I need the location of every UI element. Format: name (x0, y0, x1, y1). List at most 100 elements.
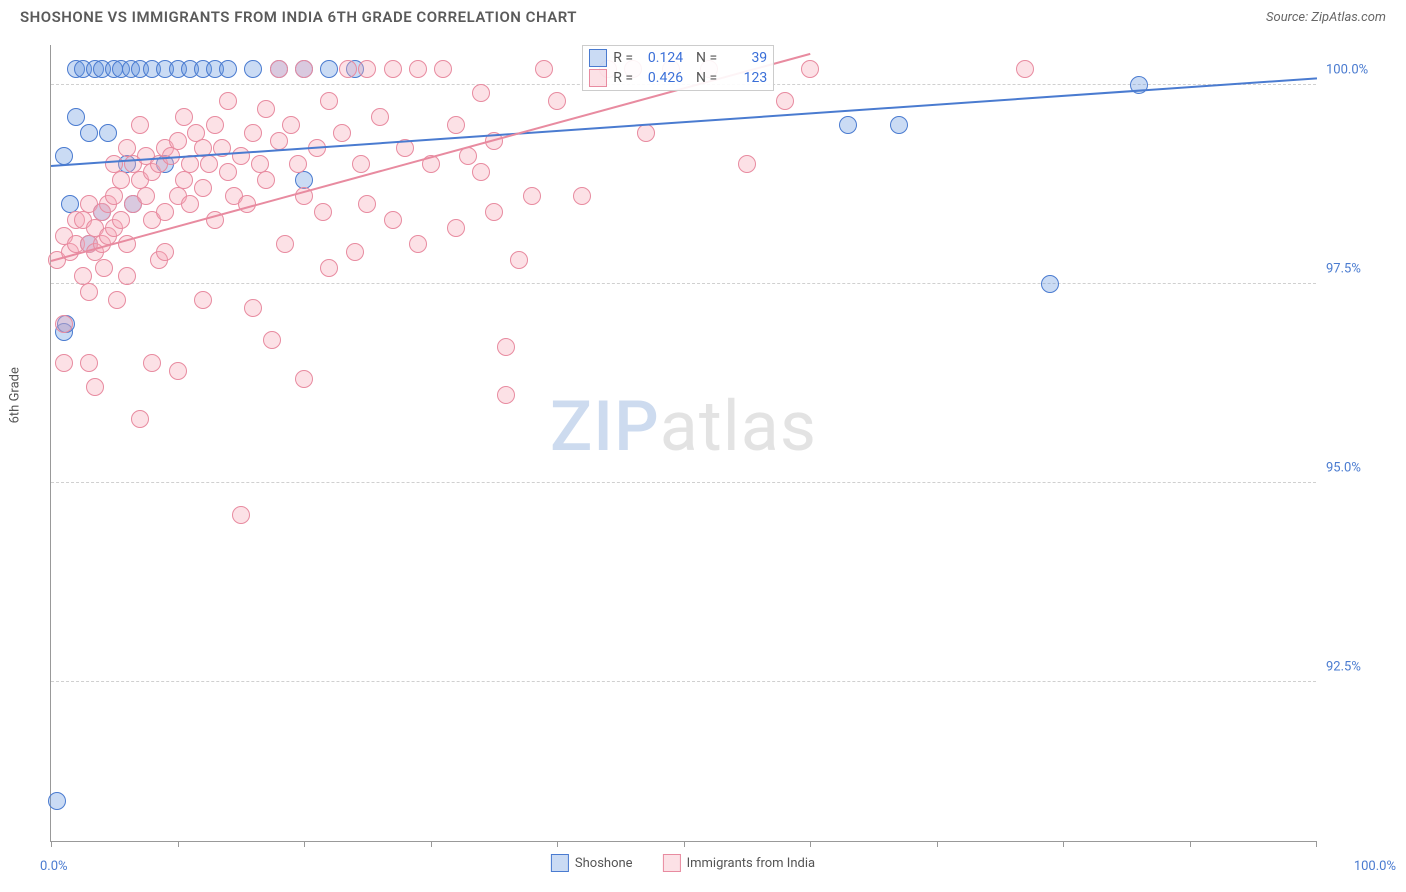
data-point (270, 132, 288, 150)
data-point (232, 506, 250, 524)
data-point (276, 235, 294, 253)
watermark: ZIPatlas (550, 386, 817, 468)
data-point (295, 60, 313, 78)
legend-swatch (551, 854, 569, 872)
stat-n-value: 123 (723, 70, 767, 86)
watermark-zip: ZIP (550, 386, 660, 468)
data-point (801, 60, 819, 78)
data-point (156, 203, 174, 221)
stats-row: R =0.426 N =123 (585, 68, 771, 88)
data-point (67, 108, 85, 126)
data-point (320, 60, 338, 78)
gridline (51, 681, 1316, 682)
data-point (447, 116, 465, 134)
xaxis-max-label: 100.0% (1354, 859, 1396, 874)
data-point (497, 338, 515, 356)
xtick (557, 841, 558, 847)
data-point (257, 100, 275, 118)
gridline (51, 482, 1316, 483)
data-point (320, 259, 338, 277)
stat-n-label: N = (689, 50, 717, 66)
data-point (263, 331, 281, 349)
xtick (178, 841, 179, 847)
stat-n-label: N = (689, 70, 717, 86)
data-point (181, 195, 199, 213)
data-point (890, 116, 908, 134)
data-point (497, 386, 515, 404)
legend-label: Shoshone (575, 856, 633, 871)
legend-label: Immigrants from India (687, 856, 816, 871)
data-point (156, 243, 174, 261)
data-point (232, 147, 250, 165)
xtick (937, 841, 938, 847)
data-point (80, 354, 98, 372)
yaxis-title: 6th Grade (8, 367, 23, 423)
data-point (108, 291, 126, 309)
data-point (270, 60, 288, 78)
stat-n-value: 39 (723, 50, 767, 66)
xtick (810, 841, 811, 847)
data-point (219, 60, 237, 78)
data-point (80, 283, 98, 301)
series-swatch (589, 49, 607, 67)
data-point (346, 243, 364, 261)
data-point (352, 155, 370, 173)
data-point (131, 410, 149, 428)
stat-r-value: 0.124 (639, 50, 683, 66)
xtick (1316, 841, 1317, 847)
watermark-atlas: atlas (660, 386, 817, 468)
xtick (1190, 841, 1191, 847)
data-point (194, 179, 212, 197)
data-point (244, 299, 262, 317)
data-point (175, 171, 193, 189)
data-point (358, 60, 376, 78)
data-point (175, 108, 193, 126)
data-point (295, 370, 313, 388)
data-point (105, 187, 123, 205)
data-point (289, 155, 307, 173)
data-point (55, 354, 73, 372)
data-point (143, 354, 161, 372)
xtick (304, 841, 305, 847)
ytick-label: 95.0% (1326, 460, 1386, 475)
data-point (181, 155, 199, 173)
data-point (447, 219, 465, 237)
data-point (112, 211, 130, 229)
data-point (244, 124, 262, 142)
xtick (431, 841, 432, 847)
series-swatch (589, 69, 607, 87)
chart-header: SHOSHONE VS IMMIGRANTS FROM INDIA 6TH GR… (0, 0, 1406, 30)
data-point (112, 171, 130, 189)
data-point (169, 362, 187, 380)
data-point (137, 187, 155, 205)
data-point (244, 60, 262, 78)
data-point (510, 251, 528, 269)
xtick (51, 841, 52, 847)
data-point (219, 92, 237, 110)
data-point (776, 92, 794, 110)
data-point (219, 163, 237, 181)
data-point (80, 124, 98, 142)
data-point (738, 155, 756, 173)
stats-box: R =0.124 N =39R =0.426 N =123 (582, 45, 774, 91)
legend-item: Immigrants from India (663, 854, 816, 872)
ytick-label: 92.5% (1326, 659, 1386, 674)
data-point (206, 116, 224, 134)
xtick (1063, 841, 1064, 847)
xtick (684, 841, 685, 847)
data-point (1016, 60, 1034, 78)
data-point (194, 291, 212, 309)
chart-source: Source: ZipAtlas.com (1266, 10, 1386, 25)
data-point (472, 84, 490, 102)
legend-swatch (663, 854, 681, 872)
data-point (409, 235, 427, 253)
data-point (200, 155, 218, 173)
data-point (333, 124, 351, 142)
stat-r-label: R = (613, 50, 633, 66)
chart-container: 6th Grade ZIPatlas 92.5%95.0%97.5%100.0%… (50, 45, 1316, 842)
chart-legend: Shoshone Immigrants from India (551, 854, 815, 872)
data-point (314, 203, 332, 221)
data-point (573, 187, 591, 205)
data-point (282, 116, 300, 134)
data-point (257, 171, 275, 189)
